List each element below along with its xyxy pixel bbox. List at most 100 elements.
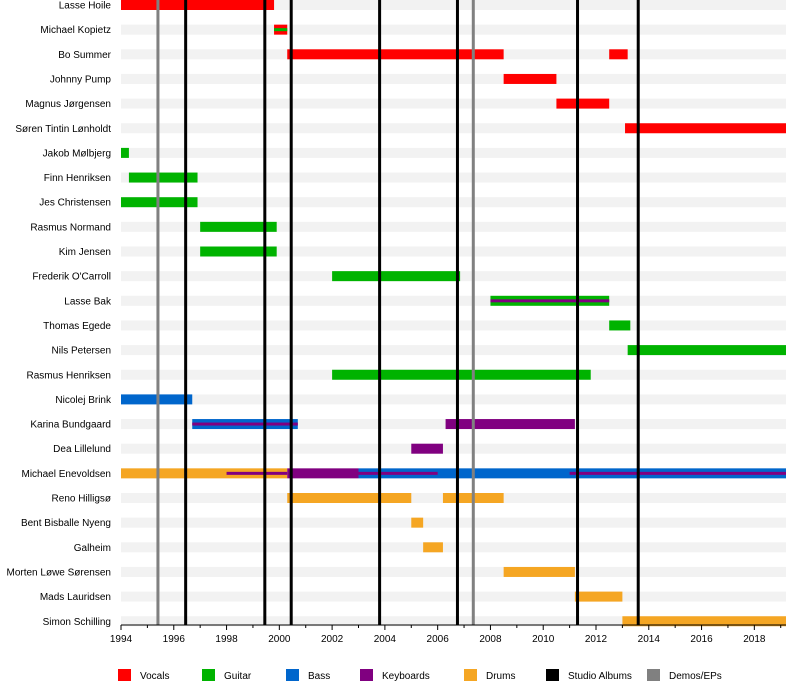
row-bg-finn-henriksen [121,172,786,183]
row-bg-lasse-hoile [121,0,786,10]
bar-reno-hilligso-drums-0 [287,493,412,503]
x-tick-label-1996: 1996 [163,634,186,645]
member-labels: Lasse Hoile Michael Kopietz Bo Summer Johnn… [7,1,112,628]
member-label-jakob-molbjerg: Jakob Mølbjerg [43,148,111,159]
member-label-magnus-jorgensen: Magnus Jørgensen [25,99,111,110]
bar-bo-summer-vocals-0 [287,49,504,60]
bar-michael-enevoldsen-keyboards-1 [287,468,359,479]
row-bg-jakob-molbjerg [121,147,786,158]
legend-swatch-demo [647,669,660,681]
member-label-soren-tintin-lonholdt: Søren Tintin Lønholdt [15,124,111,135]
member-label-johnny-pump: Johnny Pump [50,74,112,85]
bar-rasmus-henriksen-guitar-0 [332,369,591,380]
row-bg-dea-lillelund [121,443,786,454]
x-tick-label-2014: 2014 [638,634,661,645]
x-tick-label-2010: 2010 [532,634,555,645]
bar-michael-enevoldsen-drums-0 [121,468,288,479]
stripe-michael-kopietz-guitar-0 [274,28,288,32]
member-label-lasse-hoile: Lasse Hoile [59,1,112,12]
member-label-rasmus-normand: Rasmus Normand [30,222,111,233]
x-tick-label-1998: 1998 [215,634,238,645]
member-label-rasmus-henriksen: Rasmus Henriksen [27,370,111,381]
bar-simon-schilling-drums-0 [622,616,786,627]
x-tick-label-2016: 2016 [690,634,713,645]
legend-label-guitar: Guitar [224,671,252,682]
member-label-bo-summer: Bo Summer [58,50,111,61]
member-label-lasse-bak: Lasse Bak [64,296,112,307]
bar-kim-jensen-guitar-0 [200,246,277,257]
row-bg-galheim [121,542,786,553]
row-backgrounds [121,0,786,627]
row-bg-magnus-jorgensen [121,98,786,109]
legend-label-drums: Drums [486,671,515,682]
member-label-nicolej-brink: Nicolej Brink [55,395,112,406]
legend-label-keyboards: Keyboards [382,671,430,682]
legend-swatch-vocals [118,669,131,681]
legend-swatch-bass [286,669,299,681]
row-bg-bent-bisballe-nyeng [121,517,786,528]
legend-label-bass: Bass [308,671,330,682]
stripe-michael-enevoldsen-keyboards-1 [358,471,438,475]
bar-frederik-o-carroll-guitar-0 [332,271,461,282]
legend-label-demo: Demos/EPs [669,671,722,682]
legend-swatch-drums [464,669,477,681]
bar-dea-lillelund-keyboards-0 [411,443,443,454]
row-bg-rasmus-normand [121,221,786,232]
member-bars [121,0,786,627]
member-label-dea-lillelund: Dea Lillelund [53,444,111,455]
row-bg-johnny-pump [121,73,786,84]
row-bg-mads-lauridsen [121,591,786,602]
member-label-kim-jensen: Kim Jensen [59,247,111,258]
row-bg-jes-christensen [121,197,786,208]
x-tick-label-1994: 1994 [110,634,133,645]
bar-jakob-molbjerg-guitar-0 [121,147,129,158]
member-label-simon-schilling: Simon Schilling [43,617,111,628]
member-label-jes-christensen: Jes Christensen [39,198,111,209]
legend-swatch-guitar [202,669,215,681]
x-tick-label-2002: 2002 [321,634,344,645]
legend: Vocals Guitar Bass Keyboards Drums Studio Alb… [118,669,722,682]
x-tick-label-2006: 2006 [427,634,450,645]
x-tick-label-2000: 2000 [268,634,291,645]
stripe-michael-enevoldsen-keyboards-0 [226,471,288,475]
member-label-thomas-egede: Thomas Egede [43,321,111,332]
bar-mads-lauridsen-drums-0 [574,591,623,602]
x-tick-label-2018: 2018 [743,634,766,645]
member-label-bent-bisballe-nyeng: Bent Bisballe Nyeng [21,518,111,529]
legend-label-vocals: Vocals [140,671,169,682]
bar-soren-tintin-lonholdt-vocals-0 [625,123,786,134]
legend-swatch-studio [546,669,559,681]
member-label-galheim: Galheim [74,543,111,554]
stripe-michael-enevoldsen-keyboards-2 [569,471,786,475]
bar-finn-henriksen-guitar-0 [128,172,198,183]
stripe-karina-bundgaard-keyboards-0 [192,422,298,426]
x-tick-label-2004: 2004 [374,634,397,645]
bar-magnus-jorgensen-vocals-0 [556,98,610,109]
member-label-reno-hilligso: Reno Hilligsø [52,494,111,505]
bar-bo-summer-vocals-1 [609,49,628,60]
row-bg-nicolej-brink [121,394,786,405]
row-bg-simon-schilling [121,616,786,627]
member-label-karina-bundgaard: Karina Bundgaard [30,420,111,431]
legend-label-studio: Studio Albums [568,671,632,682]
member-label-finn-henriksen: Finn Henriksen [44,173,111,184]
bar-lasse-hoile-vocals-0 [121,0,275,10]
bar-nils-petersen-guitar-0 [627,345,786,356]
row-bg-thomas-egede [121,320,786,331]
bar-johnny-pump-vocals-0 [503,73,557,84]
bar-galheim-drums-0 [423,542,443,553]
member-label-michael-kopietz: Michael Kopietz [40,25,111,36]
row-bg-soren-tintin-lonholdt [121,123,786,134]
row-bg-lasse-bak [121,295,786,306]
member-label-morten-lowe-sorensen: Morten Løwe Sørensen [7,567,112,578]
bar-thomas-egede-guitar-0 [609,320,631,331]
x-tick-label-2008: 2008 [479,634,502,645]
legend-swatch-keyboards [360,669,373,681]
member-label-michael-enevoldsen: Michael Enevoldsen [22,469,112,480]
row-bg-michael-kopietz [121,24,786,35]
member-label-nils-petersen: Nils Petersen [52,346,111,357]
row-bg-morten-lowe-sorensen [121,566,786,577]
x-tick-label-2012: 2012 [585,634,608,645]
member-label-mads-lauridsen: Mads Lauridsen [40,592,111,603]
member-label-frederik-o-carroll: Frederik O'Carroll [32,272,111,283]
